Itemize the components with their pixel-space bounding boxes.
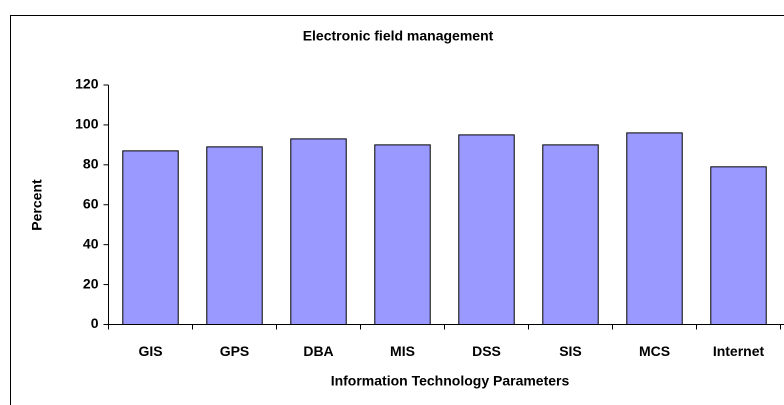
y-tick-label: 80 [83,156,99,172]
x-tick-label: GPS [220,343,250,359]
y-tick-label: 60 [83,195,99,211]
y-axis-label: Percent [29,179,45,231]
bar [458,134,515,325]
y-tick-label: 120 [75,76,99,92]
y-tick-label: 40 [83,235,99,251]
bar [122,150,179,325]
bar [206,146,263,325]
x-axis-label: Information Technology Parameters [331,373,570,389]
bar [626,132,683,325]
x-tick-label: DSS [472,343,501,359]
bar [374,144,431,325]
y-tick-label: 20 [83,275,99,291]
x-tick-label: MIS [390,343,415,359]
bar [710,166,767,325]
bar [290,138,347,325]
y-tick-label: 0 [91,315,99,331]
bar [542,144,599,325]
chart-title: Electronic field management [303,28,494,44]
x-tick-label: MCS [639,343,670,359]
x-tick-label: GIS [138,343,162,359]
x-tick-label: DBA [303,343,333,359]
y-tick-label: 100 [75,116,99,132]
x-tick-label: Internet [713,343,765,359]
x-tick-label: SIS [559,343,582,359]
